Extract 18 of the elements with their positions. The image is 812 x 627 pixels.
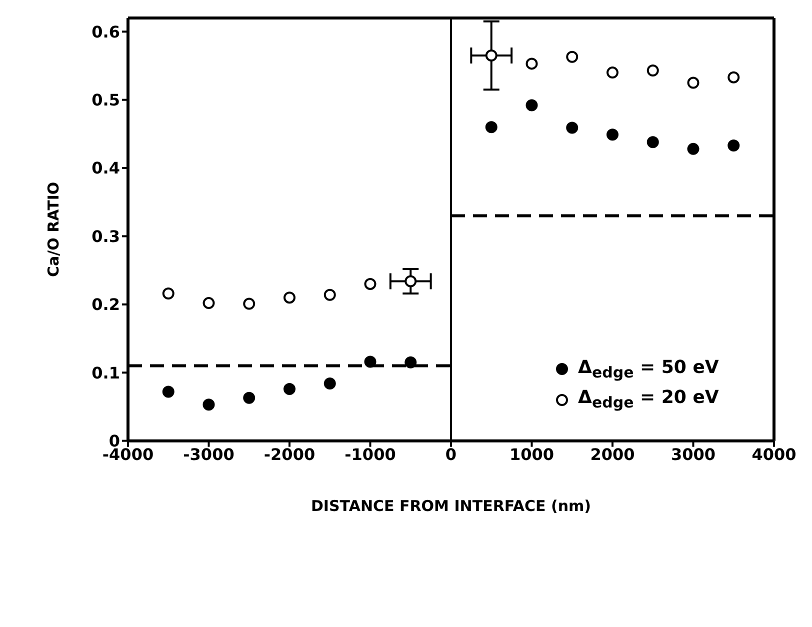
x-tick-label: 3000	[670, 445, 716, 464]
x-tick-label: 4000	[752, 445, 796, 464]
x-tick-label: 0	[445, 445, 457, 464]
y-tick-label: 0.4	[92, 158, 120, 178]
x-axis-title: DISTANCE FROM INTERFACE (nm)	[310, 496, 592, 515]
y-axis-title: Ca/O RATIO	[44, 182, 62, 277]
y-tick-label: 0.2	[92, 295, 120, 314]
legend-label: Δ$_{edge}$ = 20 eV	[578, 387, 719, 412]
x-tick-label: -3000	[183, 445, 234, 464]
y-tick-label: 0.3	[92, 226, 120, 246]
y-tick-label: 0.1	[92, 363, 120, 382]
legend-label: Δ$_{edge}$ = 50 eV	[578, 356, 719, 382]
x-tick-label: -2000	[264, 445, 316, 464]
y-tick-label: 0.5	[92, 90, 120, 110]
x-tick-label: 1000	[509, 445, 554, 464]
x-tick-label: 2000	[590, 445, 635, 464]
x-tick-label: -1000	[344, 445, 396, 464]
y-tick-label: 0.6	[92, 22, 120, 42]
